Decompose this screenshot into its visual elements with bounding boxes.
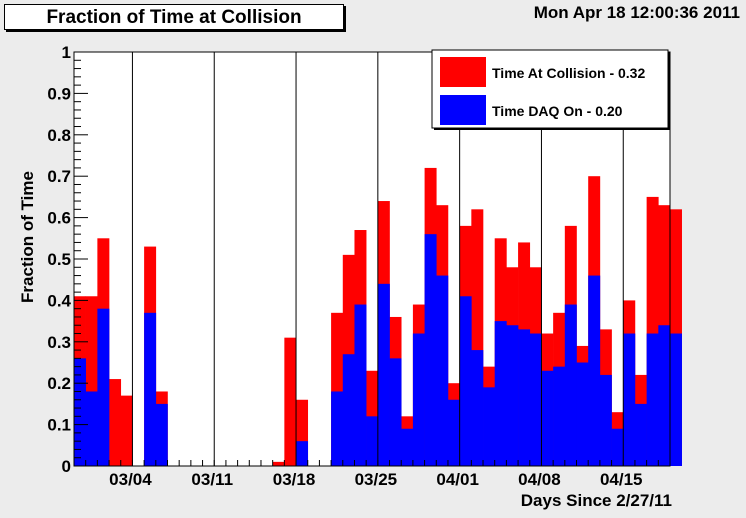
- bar-daq-27: [389, 358, 402, 466]
- bar-daq-29: [412, 333, 425, 466]
- y-axis: 0 0.1 0.2 0.3 0.4 0.5 0.6 0.7 0.8 0.9 1: [47, 43, 88, 476]
- x-tick-label: 03/04: [109, 470, 152, 489]
- x-tick-label: 04/01: [436, 470, 479, 489]
- bar-daq-50: [658, 325, 671, 466]
- datestamp: Mon Apr 18 12:00:36 2011: [533, 3, 740, 22]
- bar-daq-34: [471, 350, 484, 466]
- x-tick-label: 03/11: [191, 470, 233, 489]
- bar-daq-6: [144, 312, 157, 466]
- bar-collision-18: [284, 337, 297, 466]
- bar-daq-19: [296, 441, 309, 466]
- bar-daq-26: [377, 283, 390, 466]
- legend-label-collision: Time At Collision - 0.32: [492, 65, 645, 81]
- bar-collision-1: [85, 296, 98, 466]
- bar-daq-33: [459, 296, 472, 466]
- bar-collision-3: [109, 379, 122, 466]
- bar-daq-7: [155, 403, 168, 466]
- bar-daq-30: [424, 234, 437, 466]
- y-tick-label: 1: [62, 43, 71, 62]
- bar-daq-45: [599, 374, 612, 466]
- bar-daq-22: [331, 391, 344, 466]
- bar-daq-2: [97, 308, 110, 466]
- bar-daq-40: [541, 370, 554, 466]
- bar-daq-41: [553, 366, 566, 466]
- bar-daq-0: [74, 358, 86, 466]
- x-tick-label: 03/18: [273, 470, 316, 489]
- y-tick-label: 0.6: [47, 209, 71, 228]
- y-tick-label: 0.4: [47, 291, 71, 310]
- bar-daq-44: [588, 275, 601, 466]
- y-axis-label: Fraction of Time: [18, 171, 37, 303]
- bar-daq-24: [354, 304, 367, 466]
- legend: Time At Collision - 0.32 Time DAQ On - 0…: [431, 49, 670, 130]
- bar-daq-46: [611, 428, 624, 466]
- bar-daq-32: [447, 399, 460, 466]
- bar-daq-47: [623, 333, 636, 466]
- bar-daq-1: [85, 391, 98, 466]
- bar-daq-48: [634, 403, 647, 466]
- bar-daq-43: [576, 362, 589, 466]
- x-tick-label: 04/15: [600, 470, 643, 489]
- bar-collision-22: [331, 312, 344, 466]
- legend-swatch-daq: [440, 95, 486, 125]
- y-tick-label: 0.5: [47, 250, 71, 269]
- bar-collision-49: [646, 196, 659, 466]
- bar-daq-25: [366, 416, 379, 466]
- y-tick-label: 0.3: [47, 333, 71, 352]
- bar-daq-37: [506, 325, 519, 466]
- bar-daq-28: [401, 428, 414, 466]
- y-tick-label: 0.7: [47, 167, 71, 186]
- bar-daq-39: [529, 333, 542, 466]
- bar-collision-4: [120, 395, 133, 466]
- bar-collision-34: [471, 209, 484, 466]
- bar-daq-51: [670, 333, 682, 466]
- bar-daq-42: [564, 304, 577, 466]
- y-tick-label: 0: [62, 457, 71, 476]
- bar-daq-38: [518, 329, 531, 466]
- bar-collision-19: [296, 399, 309, 466]
- y-tick-label: 0.2: [47, 374, 71, 393]
- y-tick-label: 0.9: [47, 84, 71, 103]
- legend-swatch-collision: [440, 57, 486, 87]
- x-axis-label: Days Since 2/27/11: [521, 491, 672, 510]
- bar-daq-23: [342, 354, 355, 466]
- bar-collision-17: [272, 461, 285, 466]
- daq-series: [74, 234, 682, 466]
- bar-daq-49: [646, 333, 659, 466]
- y-tick-label: 0.1: [47, 416, 71, 435]
- bar-daq-31: [436, 275, 449, 466]
- bar-daq-35: [483, 387, 496, 466]
- chart-title: Fraction of Time at Collision: [4, 4, 344, 30]
- x-axis: 03/04 03/11 03/18 03/25 04/01 04/08 04/15: [73, 52, 671, 489]
- x-tick-label: 03/25: [355, 470, 398, 489]
- x-tick-label: 04/08: [518, 470, 561, 489]
- y-tick-label: 0.8: [47, 126, 71, 145]
- bar-daq-36: [494, 321, 507, 466]
- legend-label-daq: Time DAQ On - 0.20: [492, 103, 623, 119]
